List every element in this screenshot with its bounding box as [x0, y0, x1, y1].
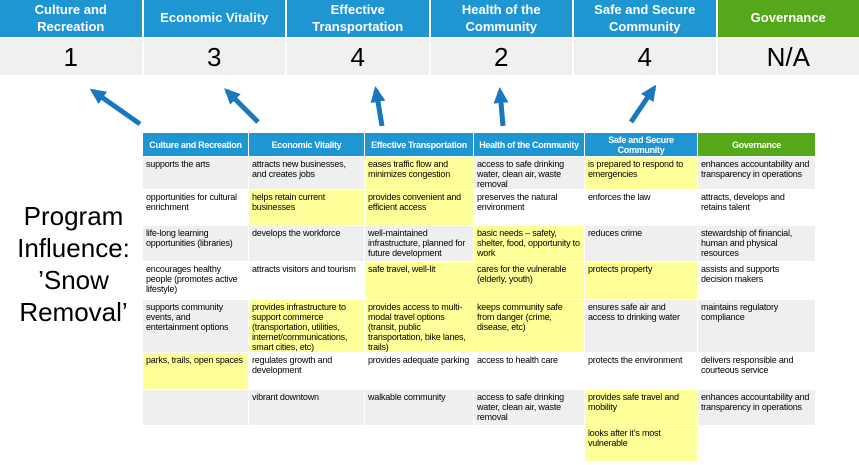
matrix-cell-highlighted: provides safe travel and mobility	[585, 390, 697, 425]
matrix-cell	[698, 426, 815, 461]
matrix-cell-highlighted: protects property	[585, 262, 697, 299]
matrix-table: Culture and Recreation Economic Vitality E…	[143, 133, 815, 461]
matrix-cell: attracts visitors and tourism	[249, 262, 364, 299]
summary-header-safe-secure-community: Safe and Secure Community	[574, 0, 716, 37]
matrix-cell: access to health care	[474, 353, 584, 389]
up-arrow-icon	[370, 86, 386, 127]
matrix-cell: stewardship of financial, human and phys…	[698, 226, 815, 261]
matrix-cell-highlighted: basic needs – safety, shelter, food, opp…	[474, 226, 584, 261]
matrix-column-header: Safe and Secure Community	[585, 133, 697, 156]
matrix-cell	[474, 426, 584, 461]
matrix-cell: enhances accountability and transparency…	[698, 157, 815, 189]
summary-score-effective-transportation: 4	[287, 39, 429, 75]
summary-header-culture-recreation: Culture and Recreation	[0, 0, 142, 37]
matrix-cell	[143, 390, 248, 425]
matrix-cell: opportunities for cultural enrichment	[143, 190, 248, 225]
matrix-cell	[365, 426, 473, 461]
matrix-column-header: Economic Vitality	[249, 133, 364, 156]
summary-score-culture-recreation: 1	[0, 39, 142, 75]
matrix-column-header: Effective Transportation	[365, 133, 473, 156]
matrix-cell: enhances accountability and transparency…	[698, 390, 815, 425]
matrix-cell	[143, 426, 248, 461]
matrix-cell-highlighted: provides infrastructure to support comme…	[249, 300, 364, 352]
summary-score-governance: N/A	[717, 39, 859, 75]
matrix-cell-highlighted: is prepared to respond to emergencies	[585, 157, 697, 189]
matrix-cell: encourages healthy people (promotes acti…	[143, 262, 248, 299]
matrix-cell: attracts, develops and retains talent	[698, 190, 815, 225]
matrix-cell: access to safe drinking water, clean air…	[474, 157, 584, 189]
summary-header-governance: Governance	[717, 0, 859, 37]
matrix-cell: life-long learning opportunities (librar…	[143, 226, 248, 261]
matrix-cell-highlighted: keeps community safe from danger (crime,…	[474, 300, 584, 352]
matrix-cell-highlighted: cares for the vulnerable (elderly, youth…	[474, 262, 584, 299]
matrix-cell	[249, 426, 364, 461]
up-arrow-icon	[628, 84, 657, 124]
matrix-cell-highlighted: eases traffic flow and minimizes congest…	[365, 157, 473, 189]
matrix-column-header: Governance	[698, 133, 815, 156]
matrix-cell: vibrant downtown	[249, 390, 364, 425]
up-arrow-icon	[493, 87, 509, 127]
matrix-cell: supports the arts	[143, 157, 248, 189]
matrix-cell: protects the environment	[585, 353, 697, 389]
matrix-cell-highlighted: helps retain current businesses	[249, 190, 364, 225]
matrix-cell: provides adequate parking	[365, 353, 473, 389]
matrix-cell: maintains regulatory compliance	[698, 300, 815, 352]
matrix-column-header: Health of the Community	[474, 133, 584, 156]
up-arrow-icon	[89, 88, 142, 127]
matrix-cell: access to safe drinking water, clean air…	[474, 390, 584, 425]
matrix-cell: regulates growth and development	[249, 353, 364, 389]
matrix-cell-highlighted: safe travel, well-lit	[365, 262, 473, 299]
summary-score-health-community: 2	[430, 39, 572, 75]
matrix-cell: develops the workforce	[249, 226, 364, 261]
matrix-cell-highlighted: provides access to multi-modal travel op…	[365, 300, 473, 352]
matrix-cell-highlighted: provides convenient and efficient access	[365, 190, 473, 225]
summary-header-health-community: Health of the Community	[430, 0, 572, 37]
matrix-cell-highlighted: parks, trails, open spaces	[143, 353, 248, 389]
matrix-cell: enforces the law	[585, 190, 697, 225]
summary-score-safe-secure-community: 4	[574, 39, 716, 75]
matrix-cell: preserves the natural environment	[474, 190, 584, 225]
matrix-cell: well-maintained infrastructure, planned …	[365, 226, 473, 261]
matrix-cell: attracts new businesses, and creates job…	[249, 157, 364, 189]
program-influence-title: Program Influence: ’Snow Removal’	[17, 201, 130, 327]
summary-header-economic-vitality: Economic Vitality	[143, 0, 285, 37]
up-arrows-group	[89, 84, 657, 127]
summary-header-effective-transportation: Effective Transportation	[287, 0, 429, 37]
matrix-cell: supports community events, and entertain…	[143, 300, 248, 352]
priority-summary-band: Culture and Recreation Economic Vitality…	[0, 0, 859, 75]
matrix-cell: delivers responsible and courteous servi…	[698, 353, 815, 389]
matrix-cell: ensures safe air and access to drinking …	[585, 300, 697, 352]
matrix-cell: walkable community	[365, 390, 473, 425]
up-arrow-icon	[224, 88, 260, 124]
matrix-cell-highlighted: looks after it’s most vulnerable	[585, 426, 697, 461]
matrix-cell: reduces crime	[585, 226, 697, 261]
matrix-cell: assists and supports decision makers	[698, 262, 815, 299]
summary-score-economic-vitality: 3	[143, 39, 285, 75]
matrix-column-header: Culture and Recreation	[143, 133, 248, 156]
